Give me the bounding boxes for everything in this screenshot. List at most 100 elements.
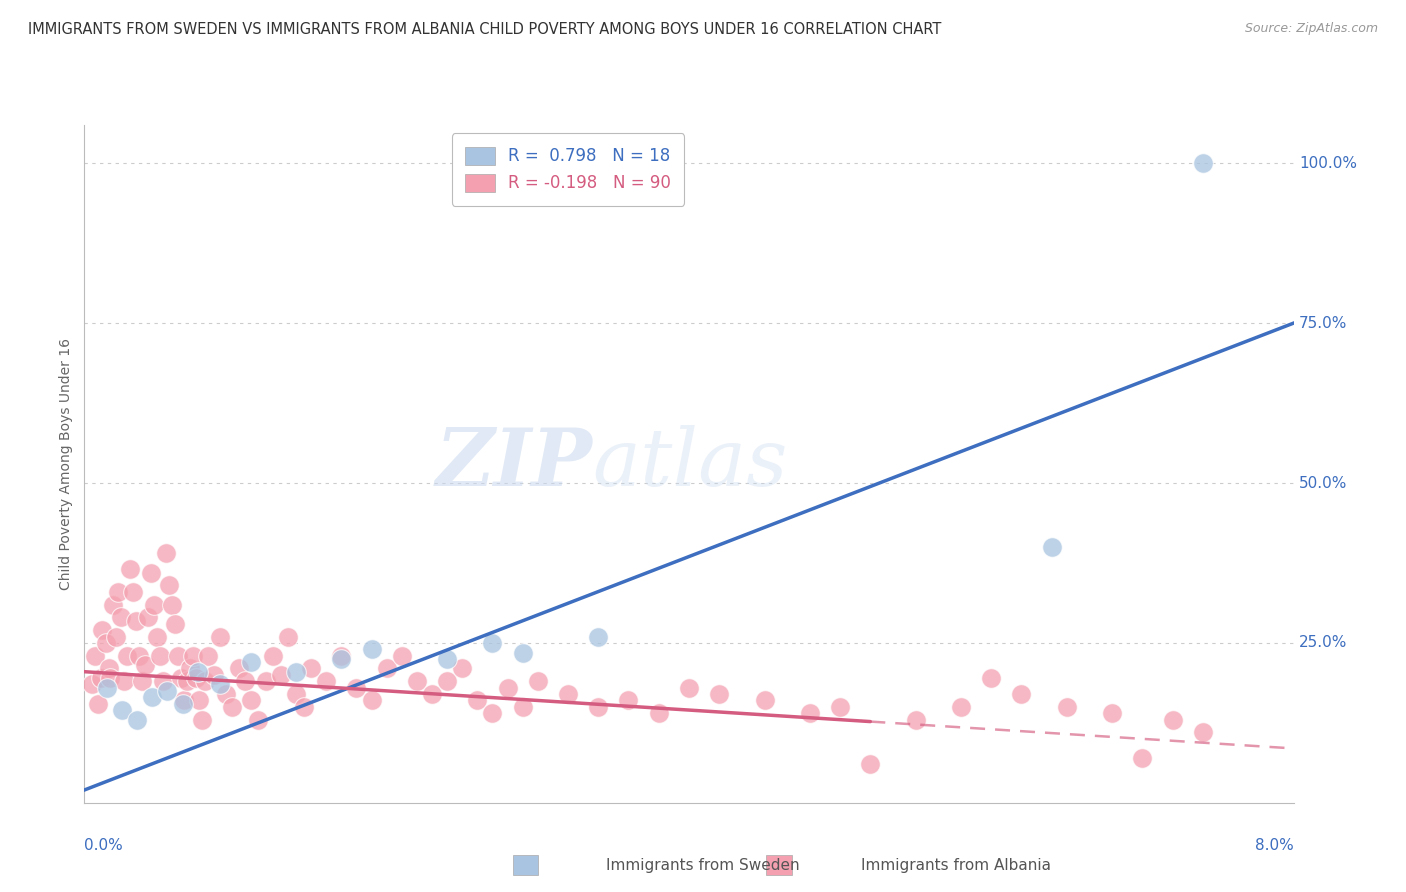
Point: [247, 713, 270, 727]
Point: [1101, 706, 1123, 721]
Point: [87, 697, 110, 711]
Y-axis label: Child Poverty Among Boys Under 16: Child Poverty Among Boys Under 16: [59, 338, 73, 590]
Point: [496, 681, 519, 695]
Point: [557, 687, 579, 701]
Point: [1130, 751, 1153, 765]
Point: [128, 648, 150, 663]
Point: [754, 693, 776, 707]
Point: [467, 693, 489, 707]
Point: [139, 566, 162, 580]
Point: [215, 687, 238, 701]
Text: Immigrants from Sweden: Immigrants from Sweden: [606, 858, 800, 872]
Point: [186, 671, 208, 685]
Point: [678, 681, 700, 695]
Point: [173, 693, 195, 707]
Point: [830, 699, 852, 714]
Point: [191, 713, 214, 727]
Point: [112, 674, 135, 689]
Text: 25.0%: 25.0%: [1299, 635, 1347, 650]
Point: [194, 674, 217, 689]
Text: IMMIGRANTS FROM SWEDEN VS IMMIGRANTS FROM ALBANIA CHILD POVERTY AMONG BOYS UNDER: IMMIGRANTS FROM SWEDEN VS IMMIGRANTS FRO…: [28, 22, 942, 37]
Point: [156, 684, 179, 698]
Point: [172, 697, 194, 711]
Point: [202, 668, 225, 682]
Point: [233, 674, 256, 689]
Point: [80, 677, 103, 691]
Point: [588, 699, 610, 714]
Point: [481, 706, 503, 721]
Point: [131, 674, 153, 689]
Point: [391, 648, 413, 663]
Text: 75.0%: 75.0%: [1299, 316, 1347, 331]
Point: [209, 630, 232, 644]
Point: [406, 674, 429, 689]
Point: [163, 616, 186, 631]
Point: [451, 661, 474, 675]
Point: [152, 674, 174, 689]
Point: [111, 703, 134, 717]
Point: [94, 636, 117, 650]
Legend: R =  0.798   N = 18, R = -0.198   N = 90: R = 0.798 N = 18, R = -0.198 N = 90: [451, 133, 685, 205]
Point: [142, 598, 165, 612]
Point: [179, 661, 201, 675]
Point: [98, 671, 121, 685]
Point: [141, 690, 163, 705]
Point: [284, 665, 308, 679]
Point: [277, 630, 299, 644]
Point: [436, 652, 458, 666]
Point: [239, 693, 262, 707]
Point: [375, 661, 398, 675]
Point: [181, 648, 204, 663]
Point: [149, 648, 172, 663]
Point: [1056, 699, 1078, 714]
Point: [221, 699, 243, 714]
Point: [155, 546, 177, 560]
Point: [950, 699, 973, 714]
Point: [157, 578, 180, 592]
Point: [588, 630, 610, 644]
Point: [904, 713, 927, 727]
Point: [160, 598, 183, 612]
Point: [118, 562, 141, 576]
Point: [512, 699, 534, 714]
Text: 0.0%: 0.0%: [84, 838, 124, 853]
Point: [91, 623, 114, 637]
Point: [647, 706, 671, 721]
Point: [799, 706, 821, 721]
Point: [284, 687, 308, 701]
Text: ZIP: ZIP: [436, 425, 592, 502]
Point: [209, 677, 232, 691]
Point: [1161, 713, 1184, 727]
Point: [617, 693, 640, 707]
Point: [127, 713, 149, 727]
Point: [709, 687, 731, 701]
Point: [330, 652, 353, 666]
Point: [176, 674, 198, 689]
Point: [197, 648, 219, 663]
Text: 50.0%: 50.0%: [1299, 475, 1347, 491]
Point: [90, 671, 112, 685]
Point: [420, 687, 443, 701]
Point: [315, 674, 337, 689]
Point: [360, 693, 382, 707]
Point: [228, 661, 250, 675]
Point: [121, 584, 143, 599]
Point: [110, 610, 132, 624]
Point: [436, 674, 458, 689]
Point: [125, 614, 148, 628]
Point: [187, 665, 209, 679]
Point: [481, 636, 503, 650]
Text: Source: ZipAtlas.com: Source: ZipAtlas.com: [1244, 22, 1378, 36]
Point: [270, 668, 292, 682]
Point: [1192, 156, 1215, 170]
Point: [105, 630, 128, 644]
Point: [97, 661, 120, 675]
Point: [84, 648, 107, 663]
Text: 8.0%: 8.0%: [1254, 838, 1294, 853]
Point: [859, 757, 882, 772]
Point: [115, 648, 138, 663]
Point: [101, 598, 124, 612]
Point: [292, 699, 315, 714]
Point: [170, 671, 193, 685]
Point: [146, 630, 169, 644]
